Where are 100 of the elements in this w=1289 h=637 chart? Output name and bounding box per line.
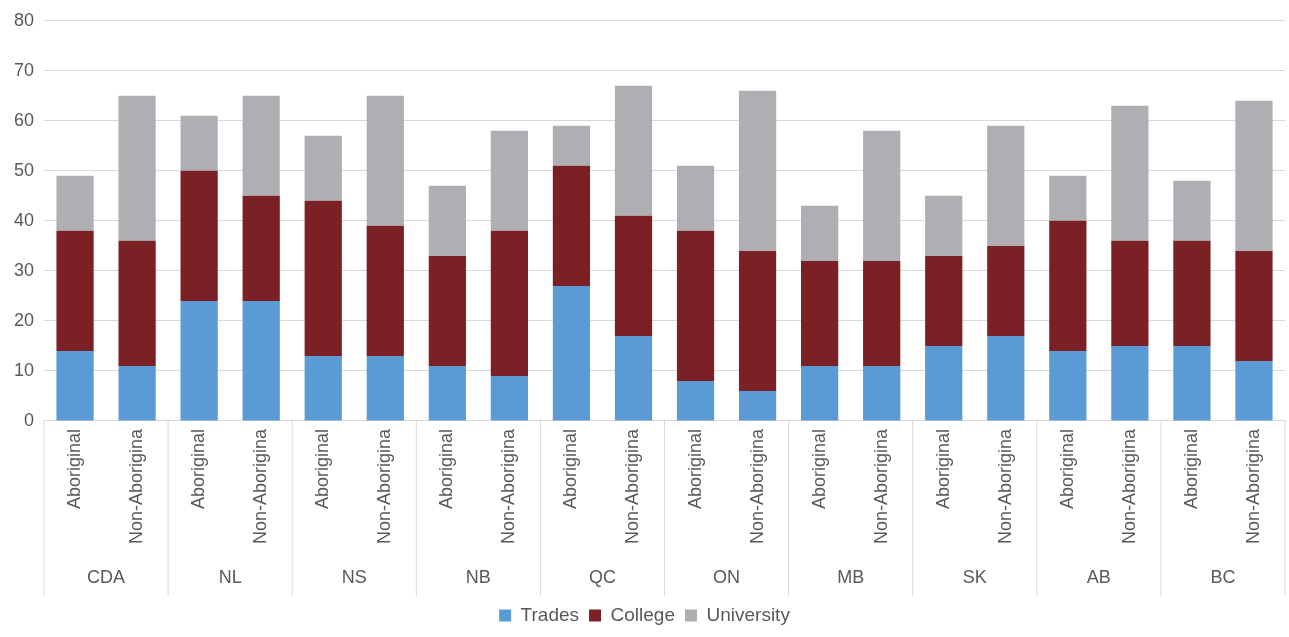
bar [304, 200, 342, 356]
text: QC [588, 566, 616, 587]
bar [428, 365, 466, 421]
text: ON [713, 566, 741, 587]
text: AB [1086, 566, 1111, 587]
bar [1173, 240, 1211, 346]
x-tick-label: Non-Aborigina [622, 427, 643, 545]
bar [614, 215, 653, 336]
x-tick-label: Non-Aborigina [250, 427, 271, 545]
bar [366, 225, 404, 356]
bar [1173, 345, 1211, 421]
bar [1049, 220, 1087, 351]
bar [925, 345, 963, 421]
x-tick-label: Aboriginal [808, 428, 829, 509]
text: CDA [87, 566, 126, 587]
bar [304, 135, 342, 201]
bar [676, 230, 715, 381]
bar [490, 230, 528, 376]
bar [1235, 100, 1273, 251]
bar [242, 195, 280, 301]
bar [304, 355, 342, 421]
y-tick-label: 60 [13, 109, 35, 130]
bar [1049, 175, 1087, 221]
text: BC [1210, 566, 1236, 587]
bar [676, 165, 715, 231]
bar [801, 205, 839, 261]
bar [614, 85, 653, 216]
bar [987, 335, 1025, 421]
x-tick-label: Non-Aborigina [374, 427, 395, 545]
bar [180, 170, 218, 301]
bar [552, 285, 591, 421]
bar [490, 375, 528, 421]
bar [180, 300, 218, 421]
x-tick-label: Non-Aborigina [994, 427, 1015, 545]
bar [987, 245, 1025, 336]
bar [1111, 240, 1149, 346]
bar [1049, 350, 1087, 421]
bar [863, 260, 901, 366]
y-tick-label: 0 [24, 409, 35, 430]
bar [366, 355, 404, 421]
bar [614, 335, 653, 421]
x-tick-label: Aboriginal [188, 428, 209, 509]
bar [552, 125, 591, 166]
bar [987, 125, 1025, 246]
bar [118, 240, 156, 366]
x-tick-label: Aboriginal [684, 428, 705, 509]
bar [118, 95, 156, 241]
bar [801, 260, 839, 366]
x-tick-label: Non-Aborigina [1242, 427, 1263, 545]
bar [366, 95, 404, 226]
bar [801, 365, 839, 421]
x-tick-label: Aboriginal [1056, 428, 1077, 509]
bar [738, 250, 777, 391]
x-tick-label: Non-Aborigina [746, 427, 767, 545]
text: NB [465, 566, 491, 587]
y-tick-label: 10 [13, 359, 35, 380]
legend-label: College [610, 603, 675, 625]
bar [56, 350, 94, 421]
bar [552, 165, 591, 286]
bar [56, 175, 94, 231]
bar [1111, 345, 1149, 421]
bar [1111, 105, 1149, 241]
bar [56, 230, 94, 351]
x-tick-label: Aboriginal [932, 428, 953, 509]
bar [118, 365, 156, 421]
x-tick-label: Aboriginal [312, 428, 333, 509]
bar [242, 95, 280, 196]
x-tick-label: Non-Aborigina [126, 427, 147, 545]
bar [1235, 360, 1273, 421]
legend-label: University [706, 603, 791, 625]
y-tick-label: 80 [13, 9, 35, 30]
x-tick-label: Aboriginal [560, 428, 581, 509]
bar [490, 130, 528, 231]
x-tick-label: Non-Aborigina [498, 427, 519, 545]
bar [925, 195, 963, 256]
y-tick-label: 70 [13, 59, 35, 80]
legend-label: Trades [520, 603, 580, 625]
bar [925, 255, 963, 346]
text: MB [837, 566, 865, 587]
x-tick-label: Non-Aborigina [1118, 427, 1139, 545]
x-tick-label: Aboriginal [436, 428, 457, 509]
bar [242, 300, 280, 421]
y-tick-label: 40 [13, 209, 35, 230]
bar [1235, 250, 1273, 361]
bar [738, 90, 777, 251]
bar [428, 255, 466, 366]
x-tick-label: Aboriginal [64, 428, 85, 509]
x-tick-label: Non-Aborigina [870, 427, 891, 545]
bar [863, 365, 901, 421]
y-tick-label: 30 [13, 259, 35, 280]
text: SK [962, 566, 987, 587]
bar [1173, 180, 1211, 241]
bar [863, 130, 901, 261]
y-tick-label: 20 [13, 309, 35, 330]
bar [428, 185, 466, 256]
bar [180, 115, 218, 171]
bar [676, 380, 715, 421]
text: NL [218, 566, 242, 587]
bar [738, 390, 777, 421]
y-tick-label: 50 [13, 159, 35, 180]
